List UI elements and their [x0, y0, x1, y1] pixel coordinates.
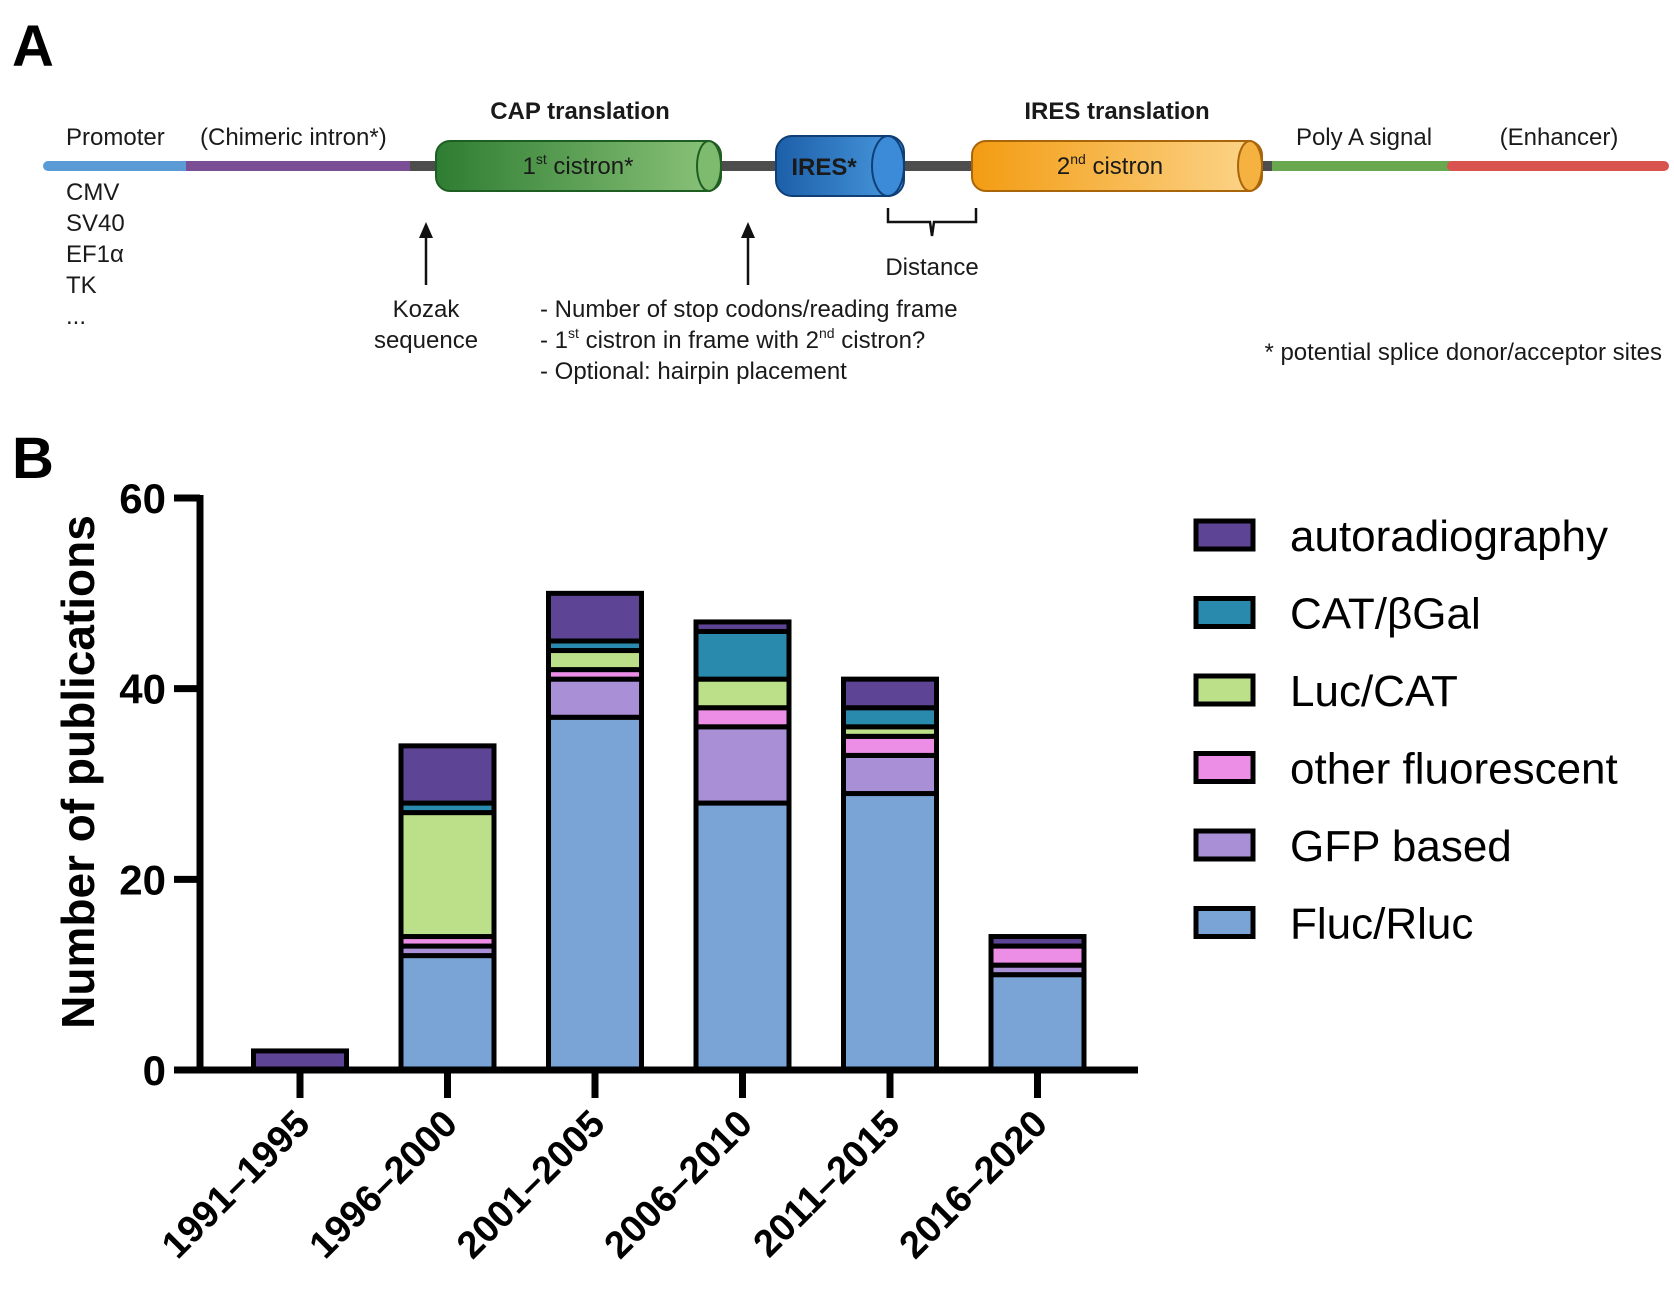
legend-swatch — [1193, 751, 1256, 784]
y-tick-label: 60 — [119, 475, 166, 522]
ires-cylinder: IRES* — [775, 135, 905, 197]
promoter-label: Promoter — [66, 124, 165, 151]
legend-label: other fluorescent — [1290, 745, 1618, 794]
panel-letter-b: B — [12, 426, 54, 491]
y-tick-label: 0 — [143, 1047, 166, 1094]
kozak-arrow — [419, 222, 433, 285]
bar-segment — [546, 714, 644, 1073]
bar-segment — [841, 752, 939, 797]
cistron1-cylinder: 1st cistron* — [435, 140, 722, 192]
bar-segment — [988, 934, 1087, 949]
legend-swatch — [1193, 673, 1256, 707]
polya-label: Poly A signal — [1296, 124, 1432, 151]
note-hairpin: - Optional: hairpin placement — [540, 358, 847, 385]
bar-segment — [398, 743, 497, 806]
ires-translation-label: IRES translation — [1024, 98, 1209, 125]
bar-segment — [693, 800, 792, 1073]
cistron2-cylinder: 2nd cistron — [971, 140, 1263, 192]
kozak-label-line2: sequence — [374, 327, 478, 354]
x-tick-label: 2001–2005 — [449, 1103, 613, 1267]
promoter-option: EF1α — [66, 241, 124, 268]
bar-segment — [693, 628, 792, 682]
promoter-option: SV40 — [66, 210, 125, 237]
cap-translation-label: CAP translation — [490, 98, 670, 125]
bar-segment — [841, 676, 939, 711]
x-tick-label: 1991–1995 — [154, 1103, 318, 1267]
panel-letter-a: A — [12, 14, 54, 79]
bar-segment — [693, 724, 792, 806]
bar-segment — [841, 791, 939, 1073]
splice-footnote: * potential splice donor/acceptor sites — [1264, 339, 1662, 366]
bar-segment — [693, 676, 792, 711]
stacked-bar-chart: Number of publications 1991–19951996–200… — [52, 475, 1618, 1267]
bar-segment — [546, 676, 644, 720]
kozak-label-line1: Kozak — [393, 296, 461, 323]
x-tick-label: 1996–2000 — [302, 1103, 466, 1267]
x-tick-label: 2016–2020 — [892, 1103, 1056, 1267]
bar-segment — [693, 619, 792, 634]
promoter-option: CMV — [66, 179, 119, 206]
bar-segment — [988, 972, 1087, 1073]
bar-segment — [988, 943, 1087, 968]
x-tick-label: 2011–2015 — [746, 1103, 909, 1266]
x-tick-label: 2006–2010 — [597, 1103, 761, 1267]
enhancer-label: (Enhancer) — [1500, 124, 1619, 151]
ires-label: IRES* — [791, 154, 857, 181]
promoter-options: CMV SV40 EF1α TK ... — [66, 179, 125, 330]
stop-codon-arrow — [741, 222, 755, 285]
distance-label: Distance — [885, 254, 978, 281]
legend-label: CAT/βGal — [1290, 590, 1481, 639]
bar-segment — [546, 648, 644, 673]
promoter-option: ... — [66, 303, 86, 330]
bar-segment — [841, 733, 939, 758]
legend-label: autoradiography — [1290, 512, 1608, 561]
cistron1-label: 1st cistron* — [523, 151, 634, 180]
cistron2-label: 2nd cistron — [1057, 151, 1163, 180]
bar-segment — [841, 705, 939, 730]
note-in-frame: - 1st cistron in frame with 2nd cistron? — [540, 325, 925, 354]
bar-segment — [546, 590, 644, 644]
bar-segment — [693, 705, 792, 730]
legend-swatch — [1193, 828, 1256, 862]
legend-label: Luc/CAT — [1290, 667, 1458, 716]
legend-swatch — [1193, 518, 1256, 552]
bar-segment — [398, 953, 497, 1073]
legend: autoradiography CAT/βGal Luc/CAT other fluo… — [1193, 512, 1618, 949]
distance-bracket — [886, 208, 978, 237]
note-stop-codons: - Number of stop codons/reading frame — [540, 296, 958, 323]
legend-label: Fluc/Rluc — [1290, 900, 1473, 949]
legend-swatch — [1193, 596, 1256, 629]
bar-segment — [398, 810, 497, 940]
promoter-option: TK — [66, 272, 97, 299]
legend-label: GFP based — [1290, 822, 1512, 871]
intron-label: (Chimeric intron*) — [200, 124, 387, 151]
y-axis-label: Number of publications — [52, 515, 104, 1029]
y-tick-label: 40 — [119, 666, 166, 713]
legend-swatch — [1193, 906, 1256, 939]
y-tick-label: 20 — [119, 856, 166, 903]
bars-layer — [251, 590, 1087, 1073]
